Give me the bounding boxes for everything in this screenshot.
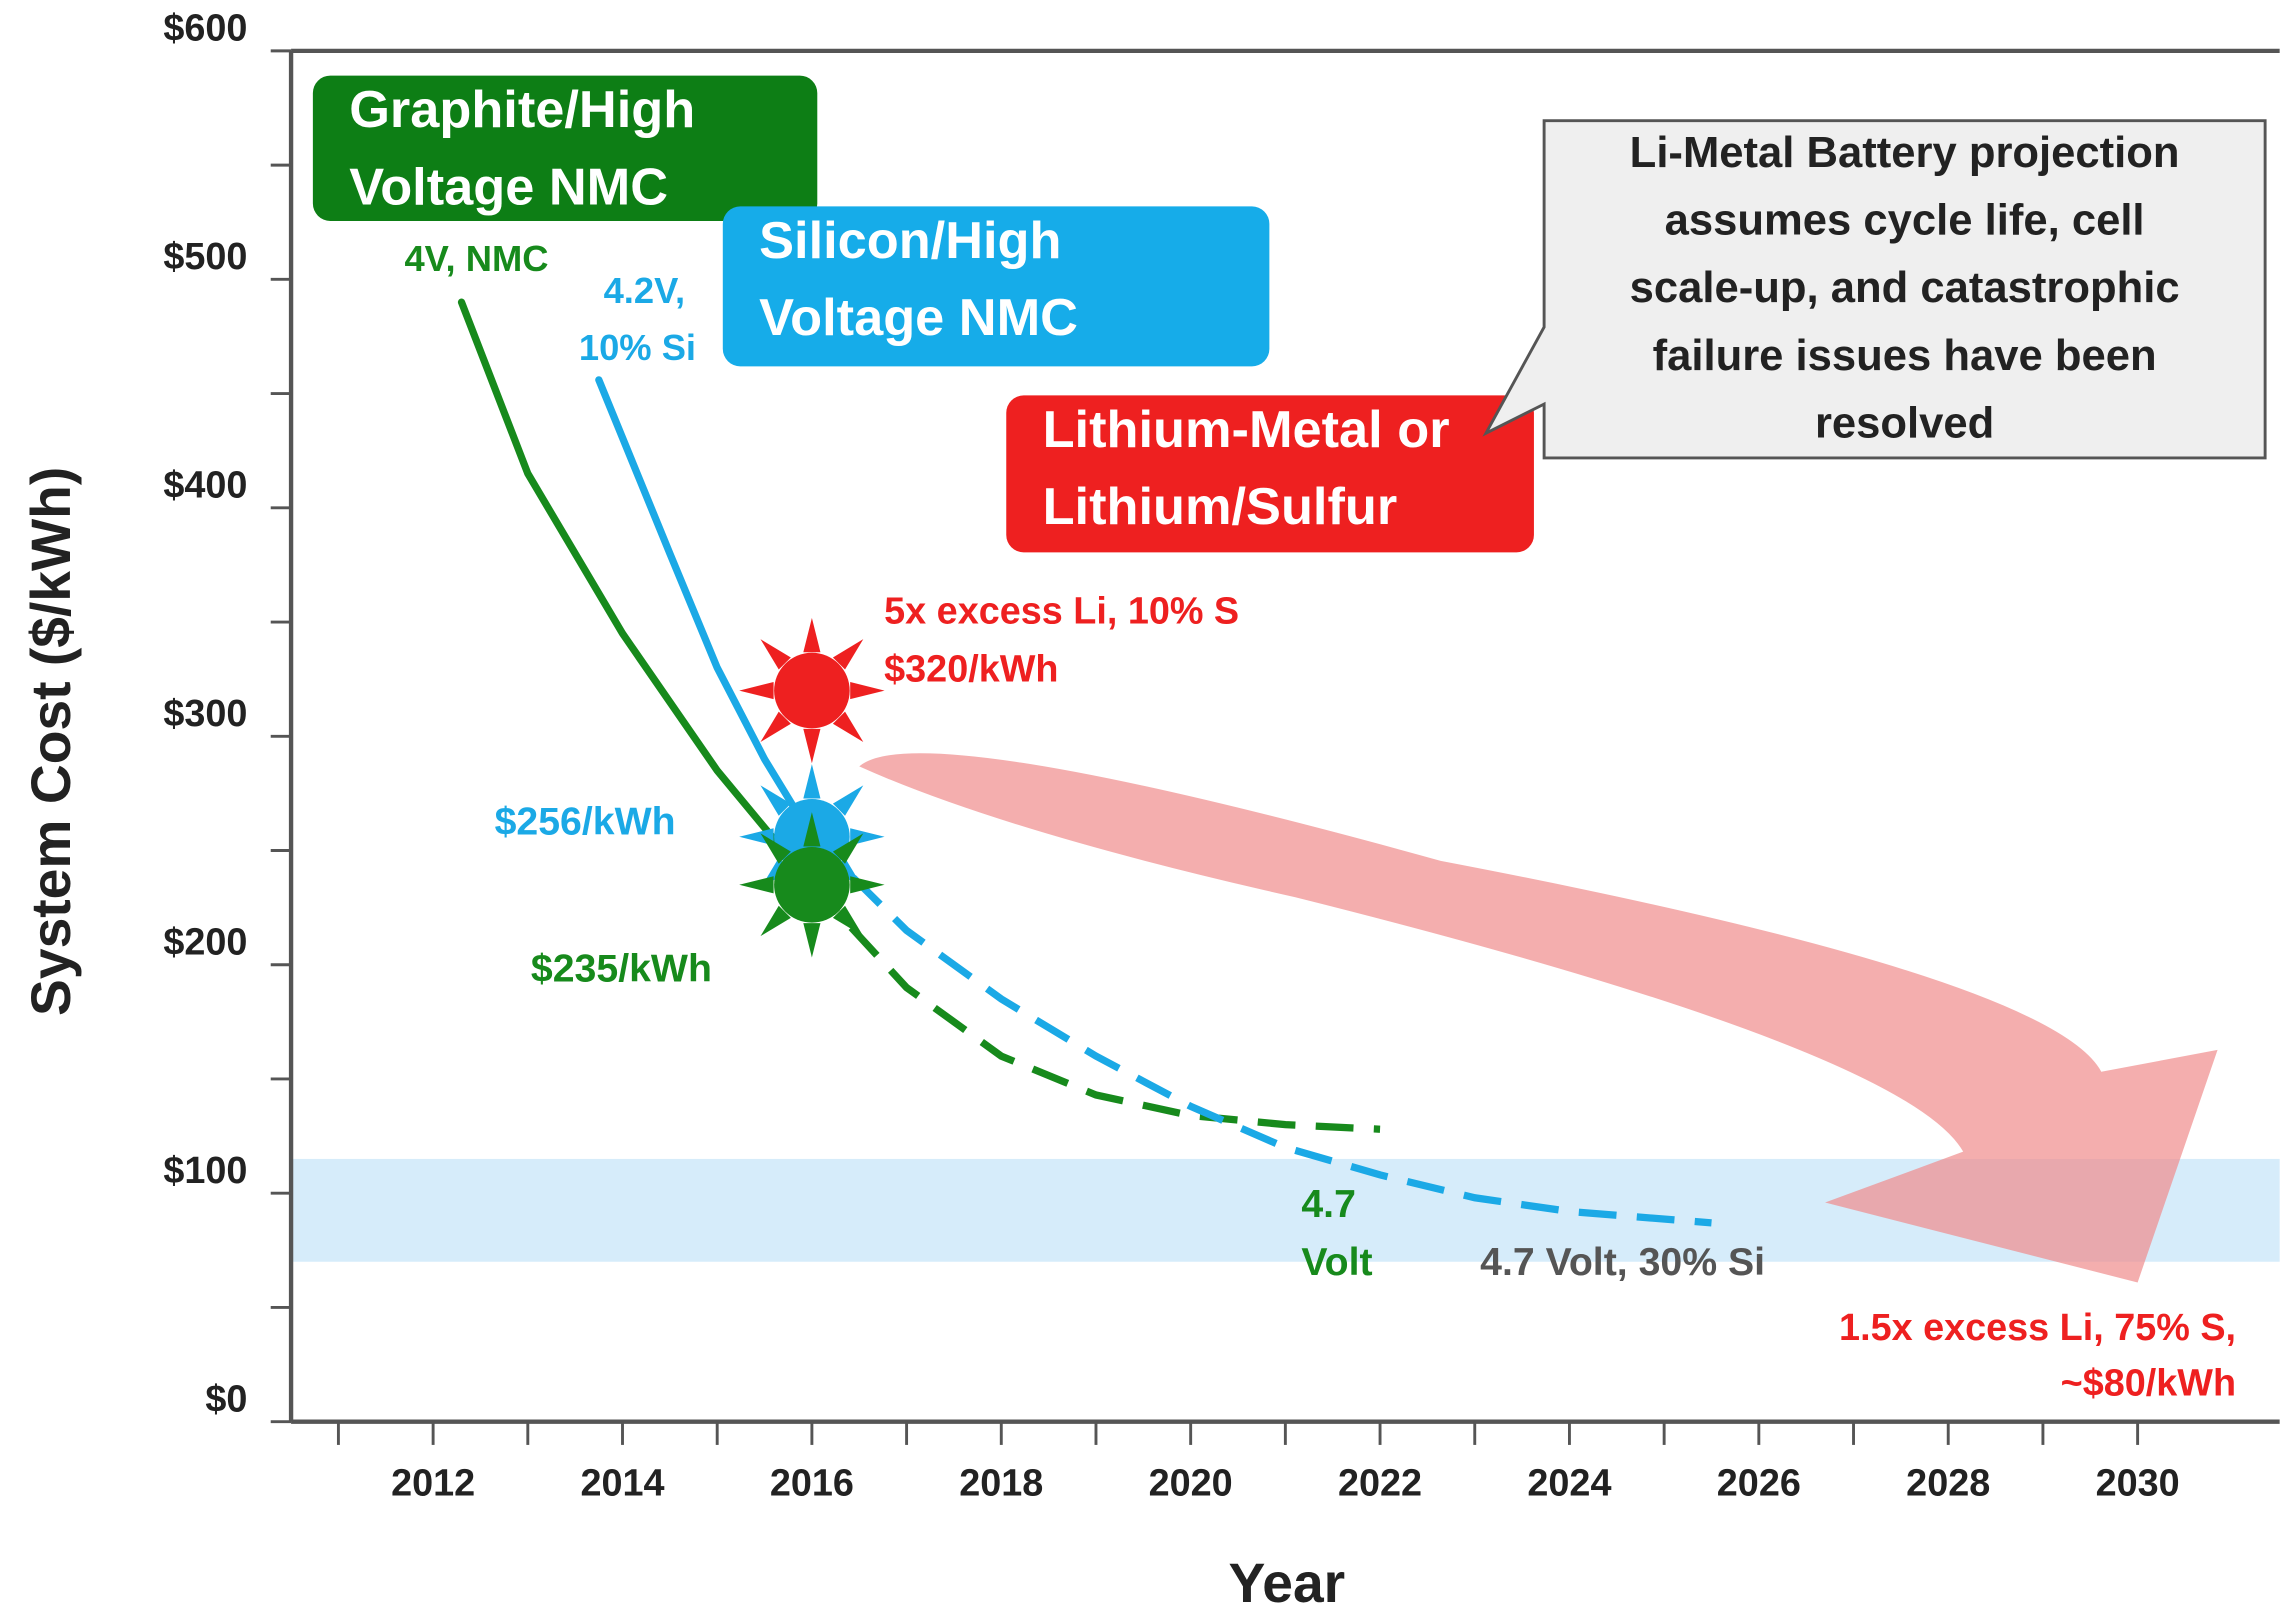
marker-spike [832,833,864,864]
value-label: $235/kWh [531,946,712,990]
marker-spike [803,617,821,653]
x-tick-label: 2020 [1149,1463,1233,1505]
start-label: 10% Si [579,327,696,368]
y-axis-title: System Cost ($/kWh) [20,467,82,1016]
marker-spike [760,833,791,864]
value-label: $256/kWh [495,800,676,844]
value-label: ~$80/kWh [2061,1362,2236,1404]
projection-note: 1.5x excess Li, 75% S, [1839,1307,2236,1349]
y-tick-label: $300 [163,693,247,735]
end-label: Volt [1301,1240,1372,1284]
marker-spike [832,639,864,670]
projection-name-label: Lithium-Metal or [1043,401,1450,459]
value-label: $320/kWh [884,649,1058,691]
projection-line [809,882,1381,1133]
marker-spike [832,711,864,742]
series-line [595,376,816,841]
series-name-label: Silicon/High [759,212,1061,270]
marker-dot [774,846,850,923]
series-line [457,298,816,889]
y-tick-label: $500 [163,236,247,278]
end-label: 4.7 Volt, 30% Si [1480,1240,1765,1284]
marker [739,617,885,764]
marker-spike [850,682,885,700]
marker-spike [832,785,864,816]
marker-note: 5x excess Li, 10% S [884,590,1239,632]
callout-box [1482,119,2267,460]
x-tick-label: 2018 [959,1463,1043,1505]
series-name-box [722,206,1270,367]
y-tick-label: $0 [205,1378,247,1420]
x-tick-label: 2022 [1338,1463,1422,1505]
callout-text: scale-up, and catastrophic [1630,264,2180,312]
marker-spike [760,905,791,937]
marker-dot [774,652,850,729]
end-label: 4.7 [1301,1182,1356,1226]
series-name-label: Graphite/High [349,81,695,139]
marker-spike [850,828,885,846]
y-tick-label: $600 [163,8,247,50]
marker-spike [832,905,864,937]
y-tick-label: $100 [163,1150,247,1192]
projection-arrow [859,753,2218,1283]
x-tick-label: 2014 [580,1463,664,1505]
marker [739,812,885,958]
projection-name-box [1006,395,1534,553]
marker-spike [760,639,791,670]
callout-text: resolved [1815,399,1994,447]
marker-spike [739,876,774,894]
marker-spike [739,828,774,846]
callout-text: failure issues have been [1653,332,2157,380]
marker-spike [803,812,821,847]
projection-line [809,834,1712,1227]
marker-spike [850,876,885,894]
x-tick-label: 2012 [391,1463,475,1505]
marker-spike [739,682,774,700]
series-name-label: Voltage NMC [759,289,1078,347]
x-tick-label: 2016 [770,1463,854,1505]
x-axis-title: Year [1228,1552,1345,1614]
x-tick-label: 2030 [2096,1463,2180,1505]
marker-spike [760,711,791,742]
projection-name-label: Lithium/Sulfur [1043,478,1398,536]
x-tick-label: 2026 [1717,1463,1801,1505]
callout-text: Li-Metal Battery projection [1630,129,2180,177]
x-tick-label: 2024 [1527,1463,1611,1505]
start-label: 4V, NMC [404,238,548,279]
y-tick-label: $200 [163,921,247,963]
x-tick-label: 2028 [1906,1463,1990,1505]
y-tick-label: $400 [163,464,247,506]
marker-spike [803,728,821,764]
start-label: 4.2V, [604,270,686,311]
marker-spike [803,923,821,958]
callout-text: assumes cycle life, cell [1665,197,2145,245]
series-name-label: Voltage NMC [349,158,668,216]
marker-spike [760,785,791,816]
marker-spike [803,764,821,799]
series-name-box [312,75,818,221]
